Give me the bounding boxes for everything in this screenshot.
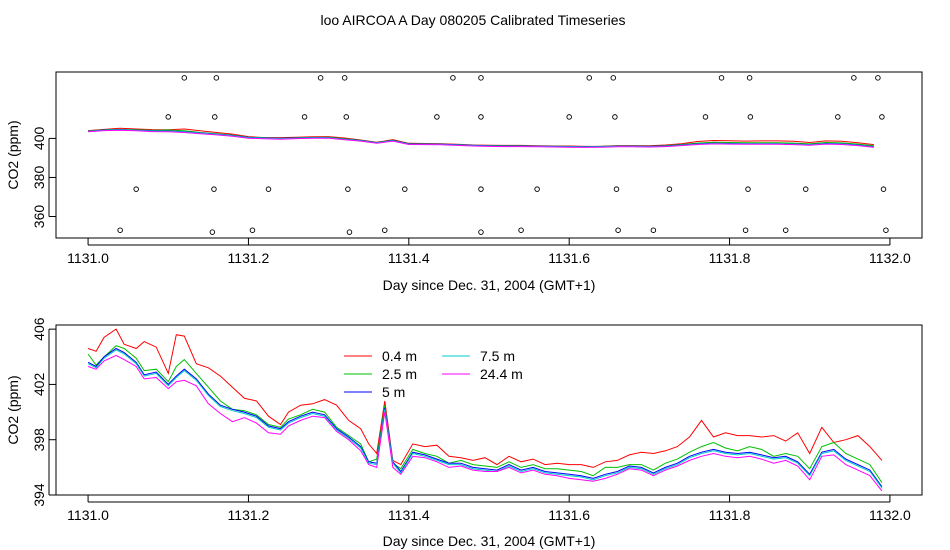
legend-label: 2.5 m — [382, 366, 417, 382]
top-data-point — [343, 114, 350, 120]
top-data-point — [346, 229, 353, 235]
top-data-point — [450, 75, 456, 81]
top-data-point — [718, 75, 725, 81]
bottom-plot-frame — [55, 324, 923, 496]
top-series-line-4 — [88, 129, 874, 148]
top-data-point — [117, 227, 123, 233]
top-data-point — [610, 75, 617, 81]
top-data-point — [478, 75, 484, 81]
top-data-point — [666, 186, 673, 192]
top-data-point — [534, 186, 540, 192]
top-data-point — [209, 229, 216, 235]
bottom-x-tick-label: 1131.8 — [709, 507, 751, 523]
top-data-point — [879, 114, 885, 120]
top-data-point — [745, 186, 751, 192]
top-data-point — [341, 75, 348, 81]
top-data-point — [402, 186, 408, 192]
top-plot-frame — [55, 71, 923, 239]
bottom-y-tick-label: 398 — [31, 428, 47, 452]
top-data-point — [615, 227, 621, 233]
bottom-y-tick-label: 402 — [31, 373, 47, 397]
top-data-point — [133, 186, 139, 192]
bottom-series-line-3 — [87, 349, 883, 489]
legend: 0.4 m 2.5 m 5 m 7.5 m 24.4 m — [344, 348, 523, 400]
top-x-tick-label: 1131.6 — [548, 250, 590, 266]
top-data-point — [212, 114, 218, 120]
top-data-point — [478, 186, 484, 192]
top-data-point — [213, 75, 220, 81]
top-data-point — [875, 75, 881, 81]
top-panel: CO2 (ppm) Day since Dec. 31, 2004 (GMT+1… — [5, 71, 923, 293]
top-data-point — [317, 75, 324, 81]
top-data-point — [249, 227, 256, 233]
top-data-point — [265, 186, 272, 192]
top-data-point — [478, 114, 484, 120]
top-x-tick-label: 1131.0 — [67, 250, 109, 266]
top-x-tick-label: 1131.8 — [709, 250, 751, 266]
top-data-point — [650, 227, 657, 233]
top-data-point — [742, 227, 749, 233]
bottom-x-tick-label: 1132.0 — [869, 507, 911, 523]
top-y-axis-label: CO2 (ppm) — [5, 120, 21, 189]
bottom-series-line-0 — [87, 328, 883, 468]
bottom-panel: CO2 (ppm) Day since Dec. 31, 2004 (GMT+1… — [5, 317, 923, 549]
bottom-x-tick-label: 1131.4 — [388, 507, 430, 523]
top-x-tick-label: 1131.4 — [388, 250, 430, 266]
top-data-point — [835, 114, 841, 120]
top-data-point — [301, 114, 308, 120]
top-data-point — [782, 227, 789, 233]
bottom-series-line-1 — [87, 345, 883, 483]
bottom-x-tick-label: 1131.2 — [228, 507, 270, 523]
bottom-x-tick-label: 1131.6 — [548, 507, 590, 523]
bottom-series-line-4 — [87, 354, 883, 492]
top-data-point — [702, 114, 709, 120]
top-data-point — [586, 75, 592, 81]
top-data-point — [181, 75, 188, 81]
bottom-x-axis-label: Day since Dec. 31, 2004 (GMT+1) — [383, 533, 596, 549]
legend-label: 7.5 m — [480, 348, 515, 364]
bottom-y-tick-label: 406 — [31, 317, 47, 341]
top-data-point — [345, 186, 351, 192]
top-data-point — [883, 227, 889, 233]
top-data-point — [165, 114, 172, 120]
top-data-point — [478, 229, 484, 235]
top-data-point — [851, 75, 857, 81]
top-data-point — [747, 114, 754, 120]
top-data-point — [802, 186, 809, 192]
legend-label: 5 m — [382, 384, 405, 400]
top-y-tick-label: 400 — [31, 127, 47, 151]
top-data-point — [382, 227, 388, 233]
top-data-point — [880, 186, 887, 192]
top-y-tick-label: 380 — [31, 166, 47, 190]
top-x-tick-label: 1132.0 — [869, 250, 911, 266]
chart-title: loo AIRCOA A Day 080205 Calibrated Times… — [320, 12, 625, 28]
bottom-x-tick-label: 1131.0 — [67, 507, 109, 523]
top-x-axis-label: Day since Dec. 31, 2004 (GMT+1) — [383, 277, 596, 293]
top-data-point — [211, 186, 217, 192]
bottom-y-axis-label: CO2 (ppm) — [5, 375, 21, 444]
legend-label: 0.4 m — [382, 348, 417, 364]
top-data-point — [746, 75, 753, 81]
bottom-y-tick-label: 394 — [31, 483, 47, 507]
top-y-tick-label: 360 — [31, 205, 47, 229]
bottom-series-line-2 — [87, 347, 883, 487]
top-data-point — [612, 114, 618, 120]
top-data-point — [434, 114, 440, 120]
legend-label: 24.4 m — [480, 366, 523, 382]
top-x-tick-label: 1131.2 — [228, 250, 270, 266]
top-data-point — [566, 114, 572, 120]
top-data-point — [613, 186, 620, 192]
top-data-point — [518, 227, 524, 233]
